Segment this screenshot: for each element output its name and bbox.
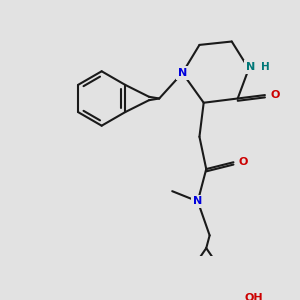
Text: O: O [270,90,280,100]
Text: N: N [178,68,187,78]
Text: O: O [239,157,248,167]
Text: N: N [246,62,255,72]
Text: OH: OH [244,293,263,300]
Text: N: N [193,196,203,206]
Text: H: H [261,62,269,72]
